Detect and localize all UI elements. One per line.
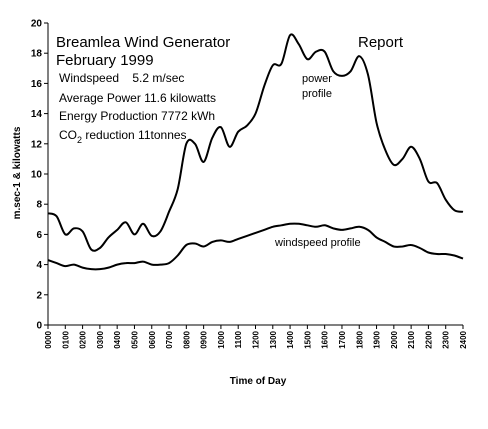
co2-suffix: reduction 11tonnes <box>82 128 187 142</box>
x-tick-label: 2200 <box>424 330 433 348</box>
x-tick-label: 1700 <box>338 330 347 348</box>
y-tick-label: 2 <box>36 290 42 301</box>
windspeed-profile-line <box>47 222 464 271</box>
x-tick-label: 0500 <box>130 330 139 348</box>
y-tick-label: 18 <box>31 49 43 60</box>
x-tick-label: 2000 <box>390 330 399 348</box>
y-tick-label: 20 <box>31 19 43 30</box>
x-tick-label: 0600 <box>148 330 157 348</box>
annotation-co2-reduction: CO2 reduction 11tonnes <box>59 128 187 145</box>
series-label-power-line1: power <box>302 73 332 85</box>
x-tick-label: 0900 <box>200 330 209 348</box>
x-tick-label: 2300 <box>442 330 451 348</box>
x-tick-label: 0000 <box>44 330 53 348</box>
x-tick-label: 0200 <box>79 330 88 348</box>
x-tick-label: 2400 <box>459 330 468 348</box>
x-tick-label: 1600 <box>321 330 330 348</box>
x-tick-label: 1800 <box>355 330 364 348</box>
annotation-title-line2: February 1999 <box>56 52 154 69</box>
y-tick-label: 10 <box>31 170 43 181</box>
x-tick-label: 1200 <box>252 330 261 348</box>
power-profile-line <box>47 33 464 252</box>
y-tick-label: 6 <box>36 230 42 241</box>
series-label-power-line2: profile <box>302 88 332 100</box>
y-tick-label: 0 <box>36 321 42 332</box>
y-tick-label: 14 <box>31 109 43 120</box>
y-tick-label: 16 <box>31 79 43 90</box>
annotation-windspeed: Windspeed 5.2 m/sec <box>59 71 184 85</box>
x-tick-label: 1100 <box>234 330 243 348</box>
annotation-title-line1: Breamlea Wind Generator <box>56 34 230 51</box>
x-tick-label: 1900 <box>373 330 382 348</box>
x-tick-label: 0100 <box>61 330 70 348</box>
annotation-energy-production: Energy Production 7772 kWh <box>59 109 215 123</box>
x-tick-label: 1500 <box>303 330 312 348</box>
x-tick-label: 1400 <box>286 330 295 348</box>
x-tick-label: 1300 <box>269 330 278 348</box>
x-tick-label: 2100 <box>407 330 416 348</box>
y-axis-ticks: 0 2 4 6 8 10 12 14 16 18 20 <box>31 19 48 332</box>
annotation-average-power: Average Power 11.6 kilowatts <box>59 91 216 105</box>
y-tick-label: 4 <box>36 260 42 271</box>
co2-prefix: CO <box>59 128 77 142</box>
x-tick-label: 0800 <box>182 330 191 348</box>
y-tick-label: 12 <box>31 139 43 150</box>
x-axis-title: Time of Day <box>230 376 287 387</box>
x-tick-label: 0400 <box>113 330 122 348</box>
y-tick-label: 8 <box>36 200 42 211</box>
series-group <box>47 33 464 271</box>
x-axis-ticks: 0000 0100 0200 0300 0400 0500 0600 0700 0800 0900… <box>44 325 468 349</box>
annotation-report: Report <box>358 34 404 51</box>
y-axis-title: m.sec-1 & kilowatts <box>12 126 23 219</box>
x-tick-label: 1000 <box>217 330 226 348</box>
x-tick-label: 0700 <box>165 330 174 348</box>
series-label-windspeed: windspeed profile <box>274 237 361 249</box>
x-tick-label: 0300 <box>96 330 105 348</box>
co2-subscript: 2 <box>77 135 82 145</box>
